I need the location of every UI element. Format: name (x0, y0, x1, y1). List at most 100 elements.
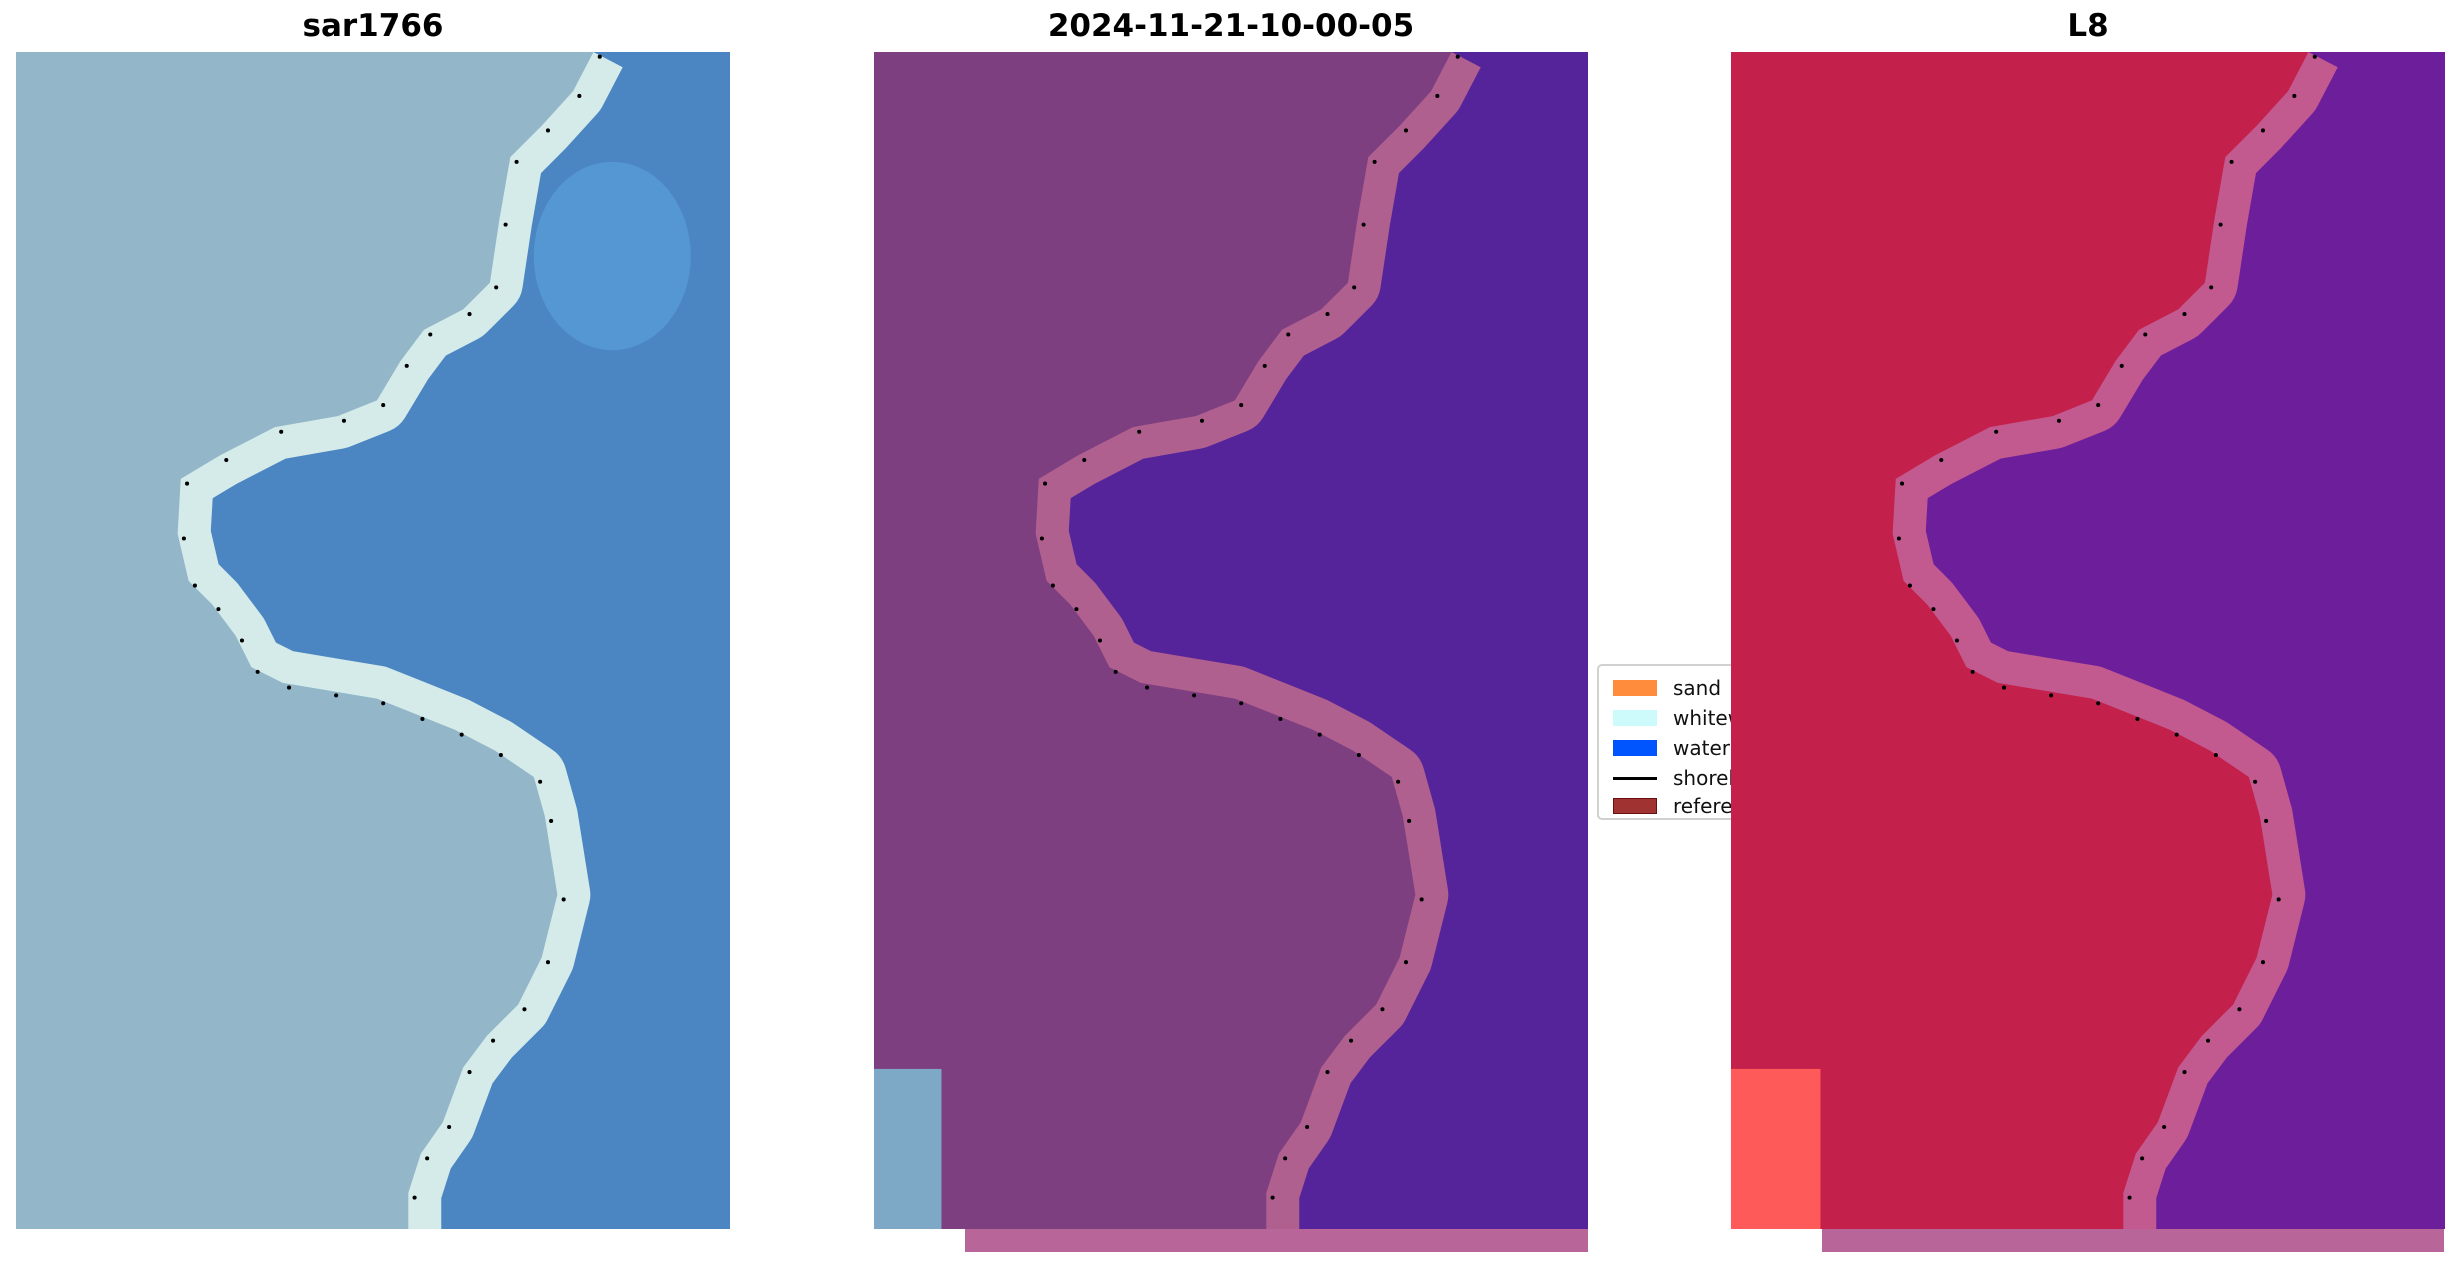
legend-swatch-reference (1613, 798, 1657, 814)
shoreline-point (1192, 693, 1197, 698)
shoreline-point (2229, 159, 2234, 164)
shoreline-point (1199, 418, 1205, 423)
shoreline-point (561, 897, 566, 902)
shoreline-point (491, 1038, 496, 1043)
land-area (1731, 52, 2309, 1229)
shoreline-point (1286, 332, 1291, 337)
legend-swatch-water (1613, 740, 1657, 756)
shoreline-point (2264, 818, 2269, 824)
shoreline-point (2206, 1038, 2211, 1043)
shoreline-point (425, 1156, 430, 1161)
shoreline-point (2127, 1195, 2132, 1200)
panel-title-date: 2024-11-21-10-00-05 (1047, 8, 1415, 44)
shoreline-point (428, 332, 433, 337)
shoreline-point (255, 669, 260, 674)
shoreline-point (1907, 583, 1912, 588)
shoreline-point (341, 418, 347, 423)
shoreline-point (1455, 54, 1460, 59)
shoreline-point (2182, 312, 2187, 317)
shoreline-point (1939, 457, 1944, 463)
shoreline-point (2002, 685, 2007, 690)
legend-label: sand (1673, 676, 1722, 700)
shoreline-point (1349, 1038, 1354, 1043)
shoreline-point (1380, 1007, 1385, 1012)
shoreline-point (1145, 685, 1150, 690)
shoreline-point (1372, 159, 1377, 164)
shoreline-point (2140, 1156, 2145, 1161)
shoreline-point (2260, 128, 2266, 133)
shoreline-point (381, 403, 386, 408)
shoreline-point (522, 1007, 527, 1012)
shoreline-point (514, 159, 519, 164)
shoreline-point (2174, 732, 2179, 737)
shoreline-point (381, 701, 386, 706)
shoreline-point (577, 93, 582, 98)
legend-label: shoreli (1673, 766, 1740, 790)
shoreline-point (2182, 1070, 2187, 1075)
shoreline-point (1239, 701, 1244, 706)
shoreline-point (287, 685, 292, 690)
shoreline-point (1407, 818, 1412, 824)
image-panel-date (874, 52, 1588, 1229)
shoreline-point (1278, 716, 1283, 722)
shoreline-point (1931, 607, 1936, 612)
shoreline-point (2209, 285, 2214, 290)
shoreline-point (1283, 1156, 1288, 1161)
shoreline-point (467, 312, 472, 317)
shoreline-point (1082, 457, 1087, 463)
shoreline-point (334, 693, 339, 698)
shoreline-point (239, 638, 245, 643)
shoreline-point (216, 607, 221, 612)
shoreline-point (1270, 1195, 1275, 1200)
shoreline-point (1050, 583, 1055, 588)
panel-title-sar: sar1766 (302, 8, 444, 44)
shoreline-point (545, 960, 551, 965)
shoreline-point (412, 1195, 417, 1200)
shoreline-point (1039, 536, 1044, 541)
shoreline-point (1113, 669, 1118, 674)
image-panel-l8 (1731, 52, 2445, 1229)
legend-item-water: water (1613, 736, 1730, 760)
legend-item-whitewater: whitew (1613, 706, 1744, 730)
legend-line-shoreline (1613, 776, 1657, 780)
panel-title-l8: L8 (2067, 8, 2109, 44)
shoreline-point (2143, 332, 2148, 337)
shoreline-point (1970, 669, 1975, 674)
shoreline-point (224, 457, 229, 463)
shoreline-point (1239, 403, 1244, 408)
shoreline-point (1435, 93, 1440, 98)
shoreline-point (404, 363, 409, 368)
shoreline-point (1994, 429, 1999, 434)
shoreline-point (2312, 54, 2317, 59)
shoreline-point (2276, 897, 2281, 902)
image-strip-date (965, 1229, 1588, 1252)
shoreline-point (185, 481, 190, 486)
shoreline-point (1325, 1070, 1330, 1075)
shoreline-point (2119, 363, 2124, 368)
shoreline-point (1043, 481, 1048, 486)
shoreline-point (2096, 701, 2101, 706)
land-area (874, 52, 1452, 1229)
shoreline-point (1419, 897, 1424, 902)
shoreline-point (2056, 418, 2062, 423)
shoreline-point (1097, 638, 1103, 643)
shoreline-point (1896, 536, 1901, 541)
shoreline-point (1954, 638, 1960, 643)
shoreline-point (2292, 93, 2297, 98)
shoreline-point (1262, 363, 1267, 368)
legend-item-reference: referen (1613, 794, 1745, 818)
shoreline-point (1305, 1124, 1310, 1130)
shoreline-point (1403, 960, 1409, 965)
shoreline-point (549, 818, 554, 824)
corner-patch (1731, 1068, 1821, 1229)
shoreline-point (1403, 128, 1409, 133)
legend-swatch-sand (1613, 680, 1657, 696)
water-highlight (533, 161, 691, 351)
shoreline-point (459, 732, 464, 737)
shoreline-point (181, 536, 186, 541)
shoreline-point (498, 753, 503, 758)
shoreline-point (545, 128, 551, 133)
shoreline-point (420, 716, 425, 722)
shoreline-point (2135, 716, 2140, 722)
shoreline-point (1356, 753, 1361, 758)
